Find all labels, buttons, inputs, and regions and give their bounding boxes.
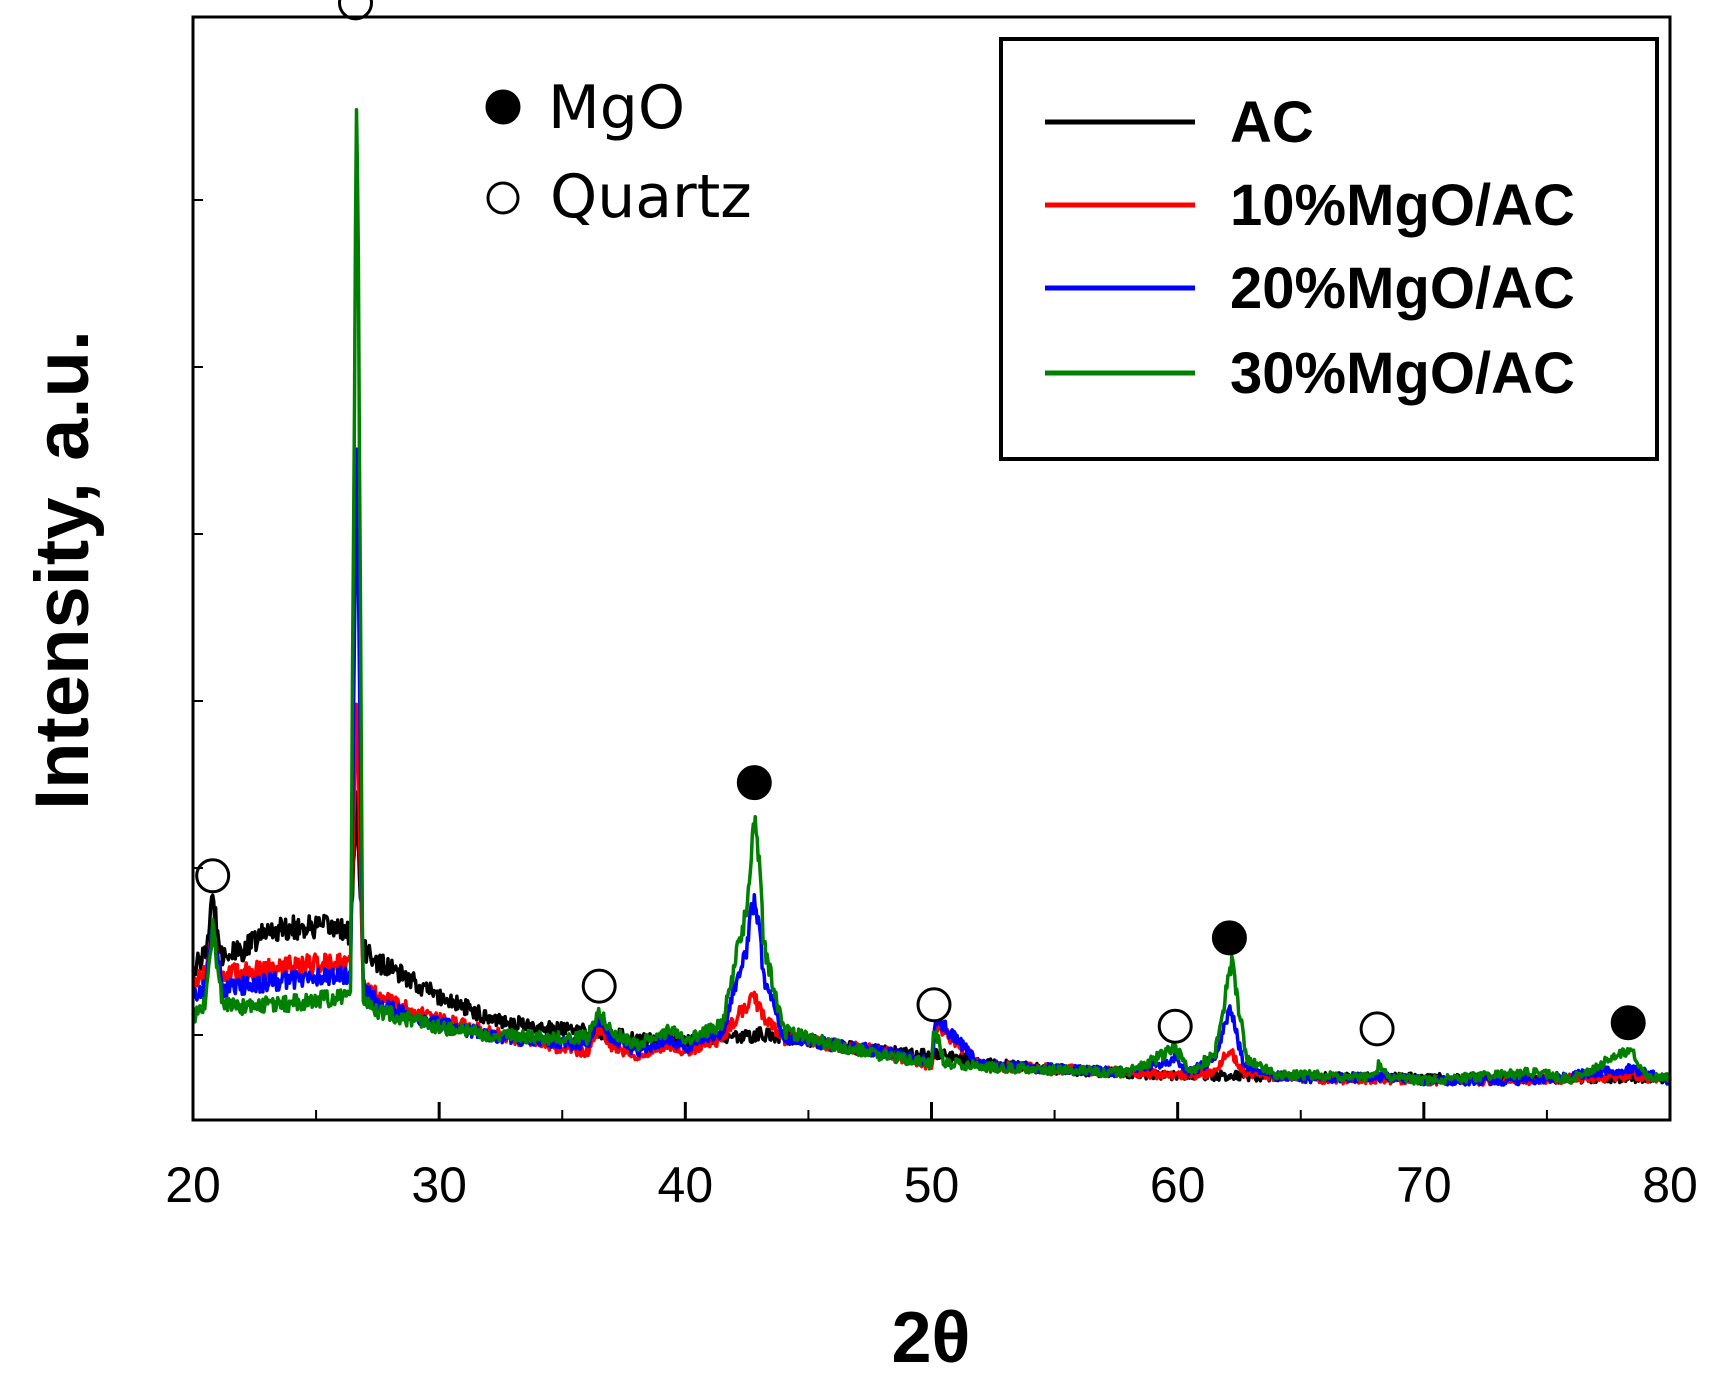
legend-label-30-mgo-ac: 30%MgO/AC: [1230, 341, 1575, 406]
series-legend: AC 10%MgO/AC 20%MgO/AC 30%MgO/AC: [999, 37, 1659, 461]
legend-label-10-mgo-ac: 10%MgO/AC: [1230, 173, 1575, 238]
x-tick-label: 40: [658, 1157, 714, 1213]
mgo-legend-label: MgO: [548, 73, 685, 143]
mgo-peak-marker: [1211, 920, 1247, 956]
x-tick-label: 50: [904, 1157, 960, 1213]
phase-markers: [195, 0, 1646, 1047]
series-layer: [191, 108, 1672, 1087]
x-tick-label: 30: [411, 1157, 467, 1213]
quartz-peak-marker: [581, 968, 617, 1004]
legend-label-20-mgo-ac: 20%MgO/AC: [1230, 256, 1575, 321]
quartz-legend-symbol: [486, 181, 520, 215]
x-axis-ticks: 20 30 40 50 60 70 80: [165, 1102, 1698, 1213]
quartz-peak-marker: [195, 858, 231, 894]
quartz-peak-marker: [1359, 1011, 1395, 1047]
mgo-legend-symbol: [485, 89, 521, 125]
x-tick-label: 70: [1396, 1157, 1452, 1213]
phase-legend: MgO Quartz: [485, 73, 752, 232]
x-tick-label: 80: [1642, 1157, 1698, 1213]
quartz-peak-marker: [338, 0, 373, 21]
quartz-peak-marker: [916, 987, 952, 1023]
y-axis-ticks: [193, 199, 203, 1036]
quartz-peak-marker: [1157, 1008, 1193, 1044]
x-axis-title: 2θ: [892, 1298, 971, 1378]
quartz-legend-label: Quartz: [550, 162, 752, 232]
mgo-peak-marker: [1610, 1005, 1646, 1041]
legend-label-ac: AC: [1230, 90, 1314, 155]
legend-box: [999, 37, 1659, 461]
x-tick-label: 20: [165, 1157, 221, 1213]
mgo-peak-marker: [736, 765, 772, 801]
series-line-30mgo-ac: [191, 108, 1672, 1087]
x-tick-label: 60: [1150, 1157, 1206, 1213]
y-axis-title: Intensity, a.u.: [20, 330, 105, 810]
